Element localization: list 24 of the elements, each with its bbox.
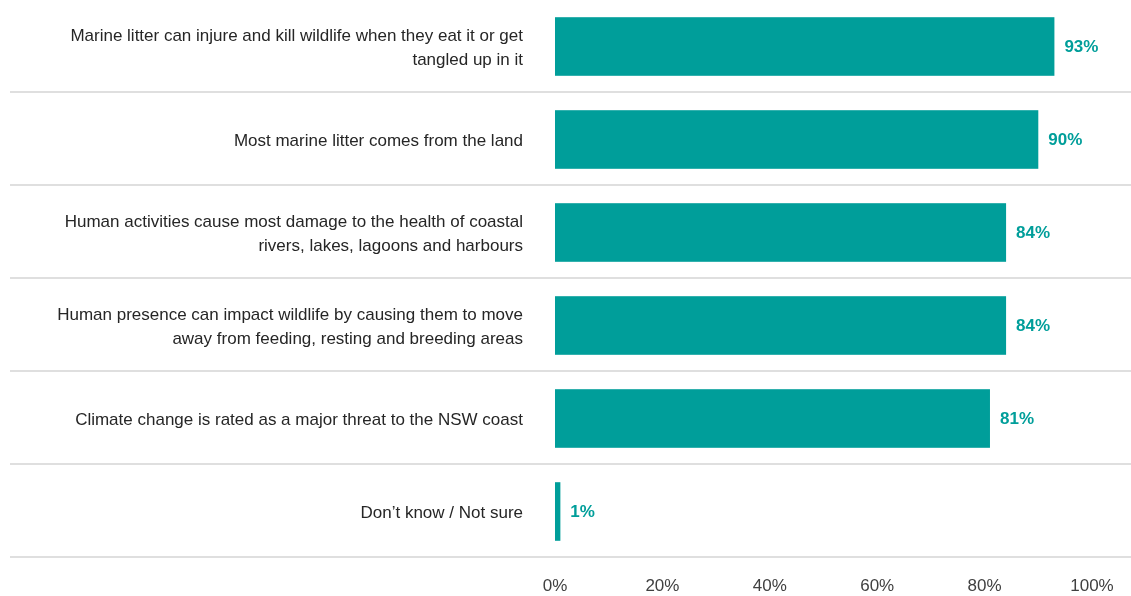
y-tick-label: Most marine litter comes from the land (233, 130, 523, 149)
data-label: 93% (1064, 37, 1099, 56)
bar (555, 482, 561, 541)
x-tick-label: 40% (752, 575, 787, 595)
bar (555, 389, 990, 448)
data-label: 90% (1048, 130, 1083, 149)
y-tick-label: Climate change is rated as a major threat to the NSW coast (75, 409, 524, 428)
x-tick-label: 20% (645, 575, 680, 595)
bar (555, 17, 1055, 76)
bar (555, 203, 1007, 262)
data-label: 1% (570, 502, 595, 521)
bar (555, 110, 1039, 169)
data-label: 84% (1016, 223, 1051, 242)
y-tick-label: Human activities cause most damage to the health of coastal rivers, lakes, lagoons and harbours (64, 211, 523, 254)
data-label: 84% (1016, 316, 1051, 335)
x-tick-label: 100% (1070, 575, 1114, 595)
x-tick-label: 0% (542, 575, 568, 595)
bar (555, 296, 1007, 355)
data-label: 81% (999, 409, 1034, 428)
y-tick-label: Don’t know / Not sure (360, 502, 523, 521)
x-tick-label: 80% (967, 575, 1002, 595)
y-tick-label: Human presence can impact wildlife by causing them to move away from feeding, resting and breeding areas (57, 304, 523, 347)
y-tick-label: Marine litter can injure and kill wildlife when they eat it or get tangled up in it (70, 25, 524, 68)
x-tick-label: 60% (860, 575, 895, 595)
